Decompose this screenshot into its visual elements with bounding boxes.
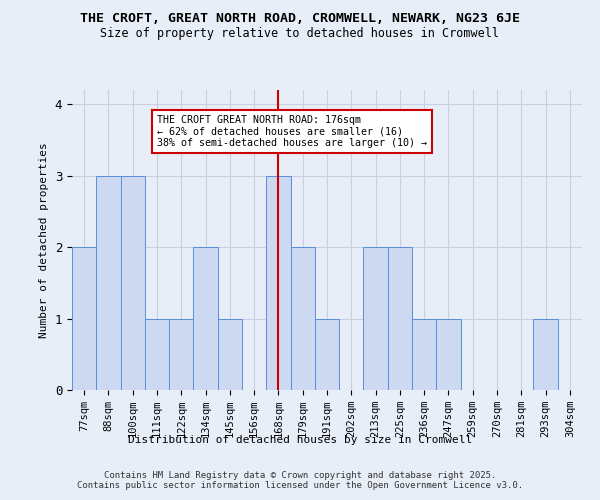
Bar — [533, 318, 558, 390]
Text: Distribution of detached houses by size in Cromwell: Distribution of detached houses by size … — [128, 435, 472, 445]
Bar — [290, 247, 315, 390]
Bar — [169, 318, 193, 390]
Y-axis label: Number of detached properties: Number of detached properties — [39, 142, 49, 338]
Bar — [266, 176, 290, 390]
Bar — [388, 247, 412, 390]
Bar — [145, 318, 169, 390]
Bar — [436, 318, 461, 390]
Bar — [412, 318, 436, 390]
Text: Contains HM Land Registry data © Crown copyright and database right 2025.
Contai: Contains HM Land Registry data © Crown c… — [77, 470, 523, 490]
Text: THE CROFT GREAT NORTH ROAD: 176sqm
← 62% of detached houses are smaller (16)
38%: THE CROFT GREAT NORTH ROAD: 176sqm ← 62%… — [157, 115, 427, 148]
Bar — [193, 247, 218, 390]
Bar — [121, 176, 145, 390]
Bar — [96, 176, 121, 390]
Text: Size of property relative to detached houses in Cromwell: Size of property relative to detached ho… — [101, 28, 499, 40]
Bar — [315, 318, 339, 390]
Bar — [72, 247, 96, 390]
Bar — [218, 318, 242, 390]
Bar — [364, 247, 388, 390]
Text: THE CROFT, GREAT NORTH ROAD, CROMWELL, NEWARK, NG23 6JE: THE CROFT, GREAT NORTH ROAD, CROMWELL, N… — [80, 12, 520, 26]
